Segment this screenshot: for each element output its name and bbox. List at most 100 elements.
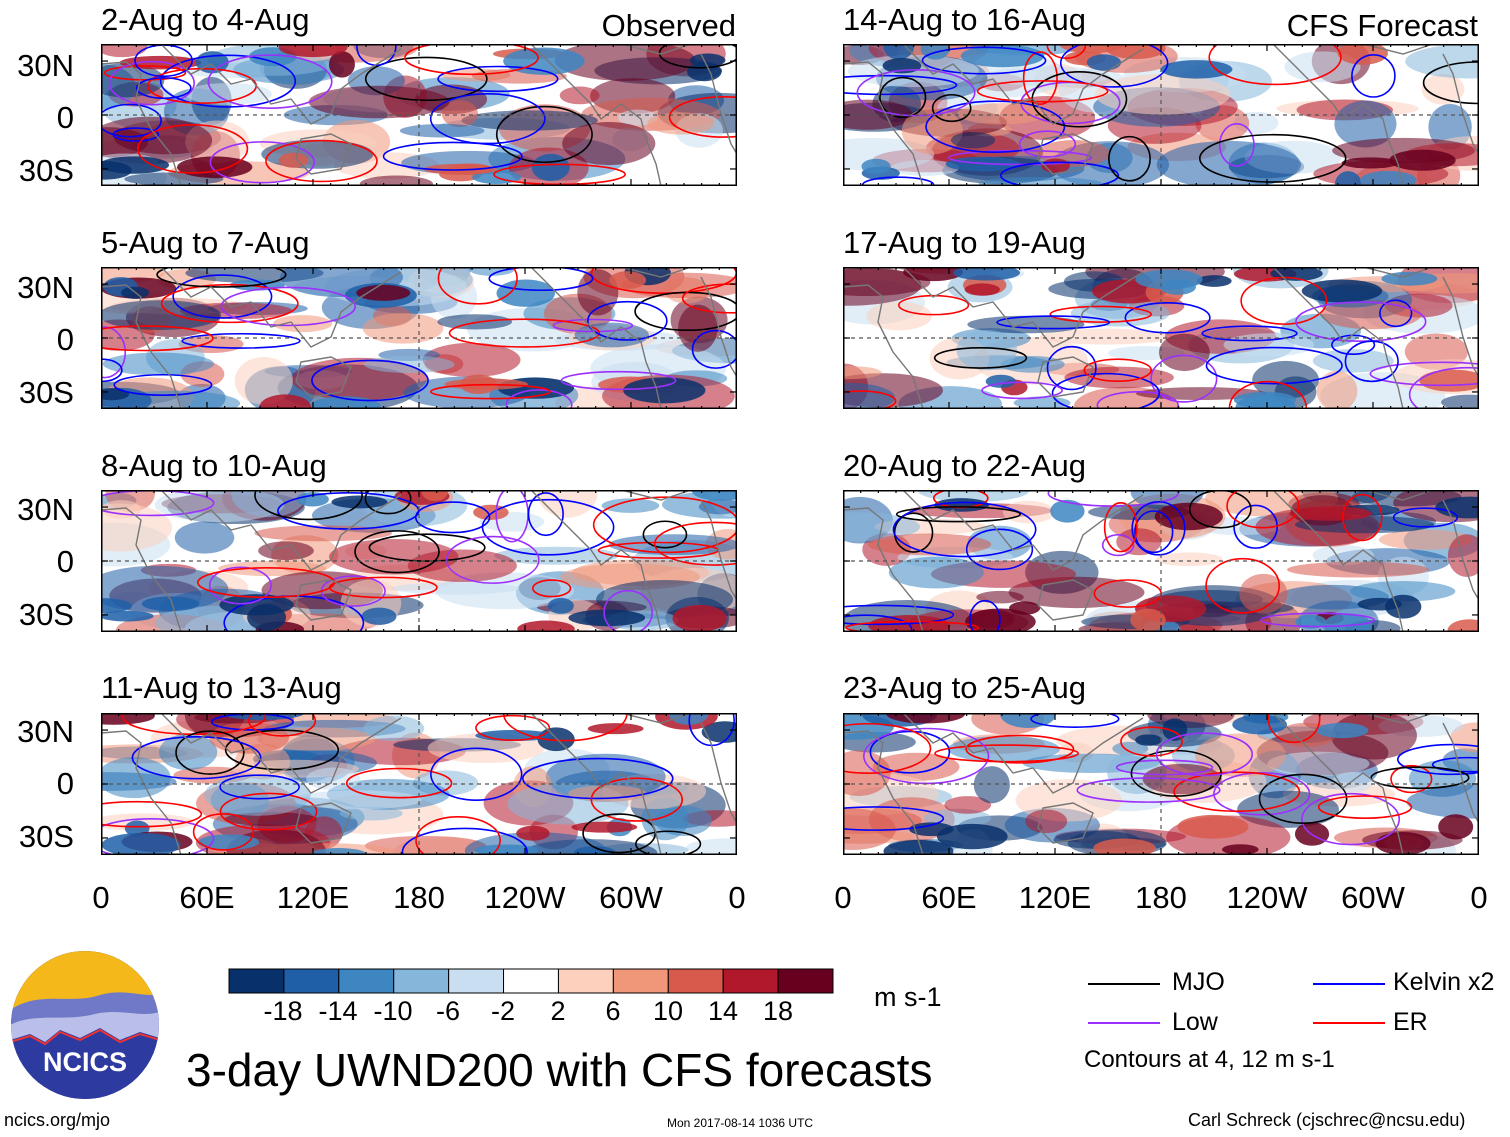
contour-lines — [101, 490, 737, 632]
anomaly-core — [1289, 506, 1372, 521]
anomaly-blob — [1312, 545, 1374, 566]
anomaly-blob — [1155, 552, 1223, 567]
anomaly-core — [1323, 613, 1372, 632]
contour — [843, 722, 932, 774]
panel-title-right-2: 17-Aug to 19-Aug — [843, 225, 1087, 260]
map-panel-observed-1 — [101, 44, 737, 186]
contour — [481, 498, 615, 556]
anomaly-blob — [1447, 534, 1479, 577]
lat-label-0: 0 — [56, 322, 74, 357]
contour — [1351, 53, 1396, 98]
contour — [1205, 346, 1343, 385]
anomaly-core — [1375, 832, 1431, 855]
contour — [1258, 773, 1348, 825]
anomaly-blob — [328, 539, 459, 575]
contour — [401, 827, 528, 855]
contour — [160, 283, 299, 324]
anomaly-blob — [678, 304, 718, 352]
anomaly-core — [421, 490, 449, 502]
colorbar-tick: 14 — [707, 996, 739, 1026]
contour — [1396, 743, 1479, 776]
anomaly-core — [101, 156, 170, 174]
anomaly-core — [1438, 814, 1474, 840]
contour — [1049, 305, 1152, 323]
lon-label: 120W — [1226, 880, 1308, 915]
anomaly-blob — [101, 565, 229, 612]
anomaly-blob — [1350, 581, 1456, 602]
anomaly-blob — [1094, 74, 1231, 115]
colorbar-tick: 18 — [762, 996, 794, 1026]
kelvin-legend-label: Kelvin x2 — [1393, 968, 1495, 996]
contours-note: Contours at 4, 12 m s-1 — [1084, 1046, 1335, 1073]
lat-label-30n: 30N — [17, 492, 74, 527]
anomaly-blob — [562, 122, 656, 166]
anomaly-blob — [947, 736, 1060, 763]
contour — [1208, 44, 1342, 86]
colorbar-units: m s-1 — [874, 982, 942, 1012]
anomaly-blob — [294, 790, 422, 810]
anomaly-core — [1337, 44, 1388, 65]
anomaly-core — [1341, 157, 1400, 169]
anomaly-blob — [568, 785, 647, 802]
contour — [1331, 334, 1376, 356]
contour — [207, 54, 333, 109]
anomaly-core — [1385, 594, 1422, 619]
contour — [1155, 732, 1254, 777]
contour — [976, 80, 1109, 103]
anomaly-core — [568, 609, 646, 627]
lat-label-30s: 30S — [18, 375, 74, 410]
contour — [172, 274, 273, 319]
anomaly-core — [1435, 496, 1479, 519]
anomaly-blob — [261, 139, 374, 169]
anomaly-blob — [686, 838, 737, 855]
kelvin-legend-line — [1313, 983, 1385, 985]
contour — [1115, 759, 1214, 776]
contour — [1370, 766, 1470, 790]
axis-ticks — [101, 713, 737, 855]
anomaly-core — [311, 848, 366, 855]
anomaly-blob — [888, 556, 984, 589]
contour — [531, 579, 572, 598]
contour — [921, 46, 1047, 75]
panel-title-right-3: 20-Aug to 22-Aug — [843, 448, 1087, 483]
contour — [113, 373, 213, 396]
colorbar-swatch — [338, 968, 395, 994]
anomaly-field — [101, 267, 737, 409]
mjo-legend-line — [1088, 983, 1160, 985]
lon-label: 120W — [484, 880, 566, 915]
panel-title-right-1: 14-Aug to 16-Aug — [843, 2, 1087, 37]
contour — [209, 141, 316, 184]
anomaly-blob — [159, 733, 218, 771]
colorbar-tick: 10 — [652, 996, 684, 1026]
coastlines — [843, 713, 1479, 855]
anomaly-blob — [843, 365, 882, 380]
anomaly-core — [1295, 614, 1327, 629]
contour — [364, 490, 412, 515]
anomaly-blob — [399, 123, 485, 138]
coastlines — [101, 490, 737, 632]
source-url[interactable]: ncics.org/mjo — [4, 1110, 111, 1130]
lon-label: 0 — [834, 880, 852, 915]
anomaly-blob — [437, 314, 513, 330]
anomaly-core — [953, 267, 1021, 281]
observed-label: Observed — [601, 8, 736, 43]
anomaly-blob — [1312, 349, 1394, 373]
colorbar-tick: 6 — [605, 996, 621, 1026]
anomaly-blob — [1002, 500, 1055, 524]
anomaly-core — [1154, 502, 1223, 531]
contour — [552, 318, 634, 333]
lat-label-30n: 30N — [17, 270, 74, 305]
anomaly-core — [101, 610, 154, 622]
anomaly-core — [1196, 275, 1232, 287]
coastlines — [843, 267, 1479, 409]
anomaly-blob — [559, 86, 600, 105]
contour — [437, 267, 518, 305]
colorbar-tick: -18 — [263, 996, 303, 1026]
anomaly-blob — [101, 757, 171, 799]
contour — [1018, 130, 1077, 158]
colorbar-swatch — [667, 968, 724, 994]
contour — [1317, 795, 1413, 819]
anomaly-blob — [1195, 733, 1286, 777]
contour — [1120, 726, 1183, 757]
contour — [879, 76, 927, 119]
